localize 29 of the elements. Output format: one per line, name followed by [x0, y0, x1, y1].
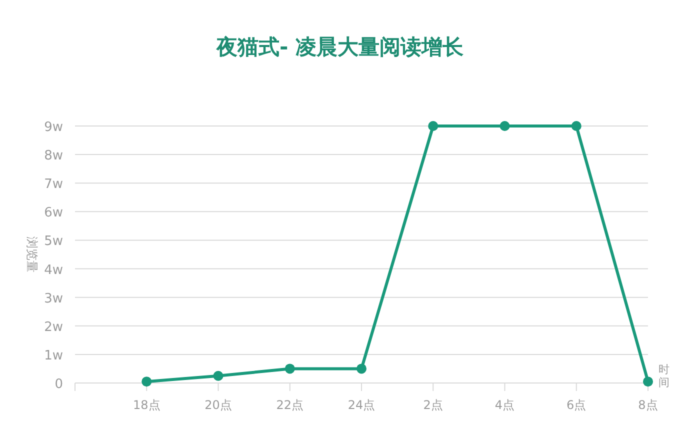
point [500, 121, 510, 131]
chart-title: 夜猫式- 凌晨大量阅读增长 [215, 35, 465, 59]
point [213, 370, 224, 381]
point [643, 376, 653, 387]
y-tick-label: 4w [44, 262, 64, 278]
y-tick-label: 2w [44, 320, 64, 335]
y-tick-label: 0 [54, 377, 63, 392]
x-tick-label: 6点 [566, 398, 586, 412]
x-tick-label: 24点 [348, 398, 376, 412]
x-tick-label: 8点 [638, 398, 658, 412]
y-tick-label: 5w [44, 234, 64, 250]
point [356, 364, 366, 374]
y-tick-label: 7w [44, 177, 64, 192]
x-tick-label: 4点 [494, 398, 515, 412]
x-tick-label: 22点 [276, 398, 304, 412]
x-tick-label: 20点 [204, 398, 232, 412]
y-tick-label: 3w [44, 291, 64, 306]
point [142, 376, 152, 387]
y-tick-label: 9w [44, 120, 64, 135]
y-tick-label: 6w [44, 206, 64, 221]
point [428, 121, 438, 131]
point [571, 121, 582, 131]
y-axis-title: 浏览量 [25, 236, 39, 272]
x-axis-title: 时间 [658, 363, 670, 389]
x-tick-label: 2点 [423, 398, 443, 412]
y-tick-label: 1w [44, 348, 64, 364]
y-tick-label: 8w [44, 148, 64, 164]
point [284, 364, 295, 374]
x-tick-label: 18点 [132, 398, 160, 412]
